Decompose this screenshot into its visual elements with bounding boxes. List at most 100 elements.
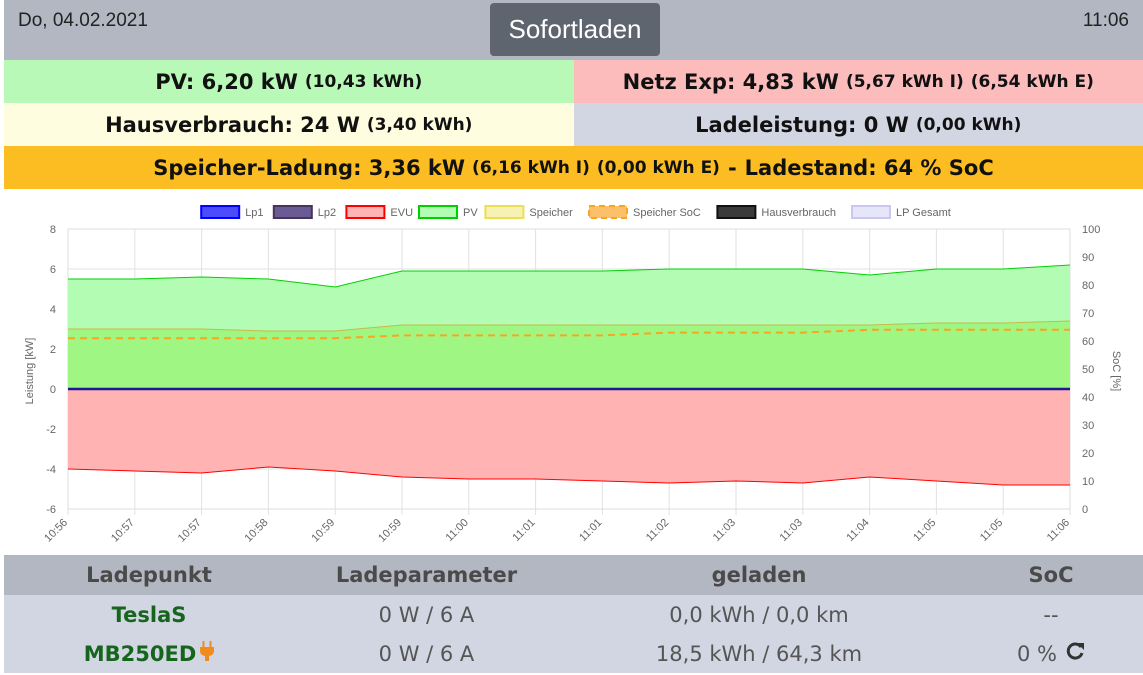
house-status: Hausverbrauch: 24 W (3,40 kWh): [4, 103, 574, 146]
grid-power: Netz Exp: 4,83 kW: [622, 69, 839, 94]
legend-item-lp1: Lp1: [200, 205, 264, 219]
y-axis-label: Leistung [kW]: [24, 338, 36, 405]
legend-label: LP Gesamt: [896, 207, 951, 219]
legend-label: Speicher SoC: [633, 207, 701, 219]
x-tick-label: 11:06: [1045, 517, 1072, 544]
charge-power: Ladeleistung: 0 W: [695, 112, 909, 137]
header-ladepunkt: Ladepunkt: [86, 563, 212, 587]
y2-tick-label: 0: [1082, 504, 1088, 516]
chargepoint-name-cell[interactable]: MB250ED: [4, 634, 294, 673]
x-tick-label: 11:04: [844, 517, 871, 544]
header-soc: SoC: [1028, 563, 1074, 587]
y2-tick-label: 40: [1082, 392, 1094, 404]
date-label: Do, 04.02.2021: [18, 10, 148, 31]
y2-tick-label: 30: [1082, 420, 1094, 432]
chargepoint-name[interactable]: MB250ED: [83, 641, 197, 666]
legend-item-pv: PV: [418, 205, 478, 219]
pv-energy: (10,43 kWh): [304, 71, 423, 92]
grid-export: (6,54 kWh E): [970, 71, 1094, 92]
legend-swatch: [200, 205, 241, 219]
y2-tick-label: 50: [1082, 364, 1094, 376]
chargepoint-loaded: 18,5 kWh / 64,3 km: [655, 641, 863, 666]
battery-separator: -: [727, 155, 737, 180]
x-tick-label: 11:01: [577, 517, 604, 544]
legend-item-speicher-soc: Speicher SoC: [588, 205, 701, 219]
time-label: 11:06: [1082, 10, 1129, 31]
battery-import: (6,16 kWh I): [472, 157, 590, 178]
legend-item-speicher: Speicher: [484, 205, 573, 219]
x-tick-label: 10:58: [243, 517, 271, 545]
series-pv-line: [68, 264, 1071, 288]
legend-swatch: [588, 205, 628, 219]
legend-swatch: [345, 205, 386, 219]
refresh-icon[interactable]: [1065, 641, 1085, 667]
series-evu-area: [68, 389, 1070, 485]
legend-item-lp-gesamt: LP Gesamt: [851, 205, 951, 219]
chargepoint-table: Ladepunkt Ladeparameter geladen SoC Tesl…: [4, 555, 1143, 673]
y-tick-label: 8: [50, 224, 56, 236]
charge-mode-button[interactable]: Sofortladen: [490, 3, 660, 56]
y2-tick-label: 20: [1082, 448, 1094, 460]
battery-export: (0,00 kWh E): [596, 157, 720, 178]
legend-label: Speicher: [529, 207, 573, 219]
x-tick-label: 10:59: [376, 517, 404, 545]
x-tick-label: 11:02: [644, 517, 671, 544]
y2-tick-label: 100: [1082, 224, 1100, 236]
x-tick-label: 10:57: [109, 517, 137, 545]
header-ladeparameter: Ladeparameter: [335, 563, 518, 587]
pv-status: PV: 6,20 kW (10,43 kWh): [4, 60, 574, 103]
y-tick-label: -6: [46, 504, 56, 516]
status-row-2: Hausverbrauch: 24 W (3,40 kWh) Ladeleist…: [4, 103, 1143, 146]
header-geladen: geladen: [711, 563, 807, 587]
grid-status: Netz Exp: 4,83 kW (5,67 kWh I) (6,54 kWh…: [573, 60, 1143, 103]
legend-item-hausverbrauch: Hausverbrauch: [716, 205, 836, 219]
chargepoint-soc-cell: 0 %: [959, 634, 1143, 673]
y2-axis-label: SoC [%]: [1110, 351, 1122, 391]
table-row[interactable]: MB250ED 0 W / 6 A 18,5 kWh / 64,3 km 0 %: [4, 634, 1143, 673]
legend-swatch: [716, 205, 757, 219]
y-tick-label: -4: [46, 464, 56, 476]
battery-soc: Ladestand: 64 % SoC: [744, 155, 994, 180]
legend-item-evu: EVU: [345, 205, 413, 219]
legend-label: EVU: [390, 207, 413, 219]
status-row-3: Speicher-Ladung: 3,36 kW (6,16 kWh I) (0…: [4, 146, 1143, 189]
legend-swatch: [484, 205, 525, 219]
battery-status: Speicher-Ladung: 3,36 kW (6,16 kWh I) (0…: [4, 146, 1143, 189]
y2-tick-label: 10: [1082, 476, 1094, 488]
legend-swatch: [418, 205, 458, 219]
chart-areas: [67, 264, 1071, 486]
table-row[interactable]: TeslaS 0 W / 6 A 0,0 kWh / 0,0 km --: [4, 595, 1143, 634]
y-tick-label: 2: [50, 344, 56, 356]
chargepoint-soc: --: [1043, 602, 1059, 627]
house-power: Hausverbrauch: 24 W: [105, 112, 360, 137]
y-tick-label: 6: [50, 264, 56, 276]
chargepoint-loaded: 0,0 kWh / 0,0 km: [669, 602, 849, 627]
legend-label: PV: [463, 207, 478, 219]
x-tick-label: 11:00: [444, 517, 471, 544]
table-header: Ladepunkt Ladeparameter geladen SoC: [4, 555, 1143, 595]
charge-energy: (0,00 kWh): [915, 114, 1022, 135]
status-row-1: PV: 6,20 kW (10,43 kWh) Netz Exp: 4,83 k…: [4, 60, 1143, 103]
series-evu-line: [67, 466, 1070, 486]
x-tick-label: 10:59: [309, 517, 337, 545]
y-tick-label: -2: [46, 424, 56, 436]
y2-tick-label: 60: [1082, 336, 1094, 348]
chargepoint-params: 0 W / 6 A: [378, 602, 475, 627]
grid-import: (5,67 kWh I): [845, 71, 964, 92]
chart-legend: Lp1 Lp2 EVU PV Speicher Speicher SoC Hausverbr…: [200, 205, 951, 219]
x-tick-label: 10:57: [176, 517, 204, 545]
chargepoint-name[interactable]: TeslaS: [111, 602, 187, 627]
legend-label: Lp1: [245, 207, 263, 219]
battery-power: Speicher-Ladung: 3,36 kW: [153, 155, 466, 180]
series-speicher-line: [68, 320, 1071, 332]
x-tick-label: 11:01: [510, 517, 537, 544]
y2-tick-label: 90: [1082, 252, 1094, 264]
legend-swatch: [272, 205, 313, 219]
x-tick-label: 11:05: [978, 517, 1005, 544]
legend-label: Hausverbrauch: [761, 207, 836, 219]
charge-status: Ladeleistung: 0 W (0,00 kWh): [573, 103, 1143, 146]
power-chart: Lp1 Lp2 EVU PV Speicher Speicher SoC Hausverbr…: [24, 205, 1122, 545]
legend-label: Lp2: [318, 207, 336, 219]
x-tick-label: 10:56: [42, 517, 70, 545]
y2-tick-label: 70: [1082, 308, 1094, 320]
